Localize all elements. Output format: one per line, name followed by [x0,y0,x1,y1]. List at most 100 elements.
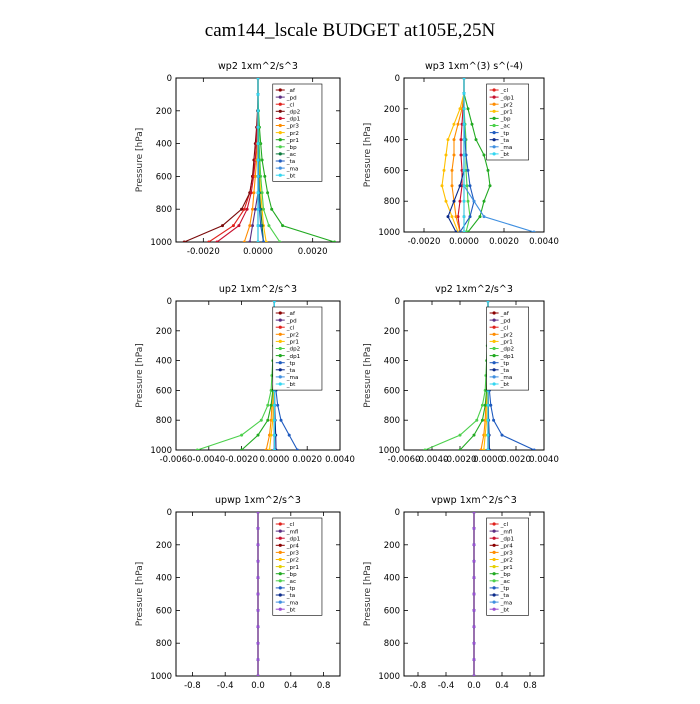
legend-marker [278,88,282,92]
legend-label: _ta [286,593,295,599]
x-tick-label: 0.8 [523,681,537,691]
legend-marker [278,123,282,128]
series-point [442,168,446,172]
series-point [472,576,476,580]
legend-marker [492,346,496,351]
legend-marker [278,361,282,365]
y-tick-label: 400 [384,357,400,367]
series-point [256,224,260,228]
x-tick-label: -0.0020 [444,455,477,465]
series-point [478,215,482,219]
x-tick-label: 0.0040 [529,237,559,247]
series-point [215,240,219,242]
legend-marker [492,529,496,533]
y-tick-label: 600 [384,606,400,616]
legend-label: _bt [500,382,510,388]
figure-title: cam144_lscale BUDGET at105E,25N [204,20,496,41]
y-axis-label: Pressure [hPa] [363,123,373,188]
y-tick-label: 200 [384,327,400,337]
legend-label: _ma [500,375,513,381]
y-tick-label: 0 [167,297,172,307]
series-point [500,433,504,437]
legend-marker [492,579,496,583]
legend-marker [492,600,496,604]
x-tick-label: -0.4 [217,681,234,691]
legend-label: _mfl [286,529,299,535]
legend-marker [492,123,496,128]
legend-label: _pd [286,318,297,324]
legend-marker [278,543,282,547]
legend-label: _dp1 [286,117,301,123]
legend-marker [278,102,282,106]
series-point [266,191,270,195]
legend-label: _dp2 [286,110,300,116]
legend-marker [278,565,282,569]
y-tick-label: 200 [384,105,400,115]
series-point [256,592,260,596]
series-point [256,174,260,178]
legend-label: _bp [286,572,297,578]
series-point [462,91,466,95]
series-point [270,207,274,211]
legend-label: _pr2 [500,558,513,564]
series-point [259,418,263,422]
series-point [256,674,260,676]
series-point [492,418,496,422]
series-point [488,184,492,188]
legend-marker [278,382,282,386]
legend-label: _ac [500,124,510,130]
series-point [269,433,273,437]
series-point [256,543,260,547]
legend-marker [492,565,496,569]
series-point [472,526,476,530]
series-point [248,240,252,242]
legend-marker [278,325,282,329]
legend-label: _pr2 [500,102,513,108]
series-point [262,207,265,211]
series-point [279,418,283,422]
series-point [262,240,265,242]
series-point [272,301,276,303]
x-tick-label: -0.0020 [225,455,258,465]
legend-label: _bt [286,173,296,179]
y-tick-label: 1000 [378,228,400,238]
legend-marker [492,361,496,365]
legend-label: _pr1 [500,340,514,346]
y-tick-label: 1000 [378,446,400,456]
x-tick-label: 0.0040 [325,455,355,465]
x-tick-label: 0.0 [251,681,265,691]
series-point [256,240,260,242]
legend-marker [492,550,496,555]
series-point [462,122,466,126]
legend-marker [492,375,496,379]
series-point [281,224,285,228]
series-point [444,153,448,157]
legend-marker [492,332,496,336]
y-tick-label: 200 [156,541,172,551]
series-point [483,403,487,407]
legend-marker [492,325,496,329]
x-tick-label: -0.0040 [192,455,225,465]
legend-marker [492,145,496,149]
series-point [256,109,260,113]
series-point [256,576,260,580]
legend-label: _ta [500,593,509,599]
series-point [444,199,448,203]
legend-marker [278,586,282,590]
y-axis-label: Pressure [hPa] [135,128,145,193]
series-point [256,207,260,211]
series-point [483,433,487,437]
series-point [489,403,493,407]
legend-label: _pr3 [500,551,514,557]
y-tick-label: 800 [384,197,400,207]
legend-box [272,83,323,182]
x-tick-label: 0.0 [467,681,481,691]
series-point [462,138,466,142]
legend-marker [278,529,282,533]
x-tick-label: 0.4 [284,681,298,691]
legend-label: _ta [500,138,509,144]
y-tick-label: 400 [156,574,172,584]
chart-title: vp2 1xm^2/s^3 [435,284,513,295]
chart-2: wp3 1xm^(3) s^(-4) Pressure [hPa] 0 200 400 6… [363,61,559,247]
legend-label: _tp [500,131,510,137]
